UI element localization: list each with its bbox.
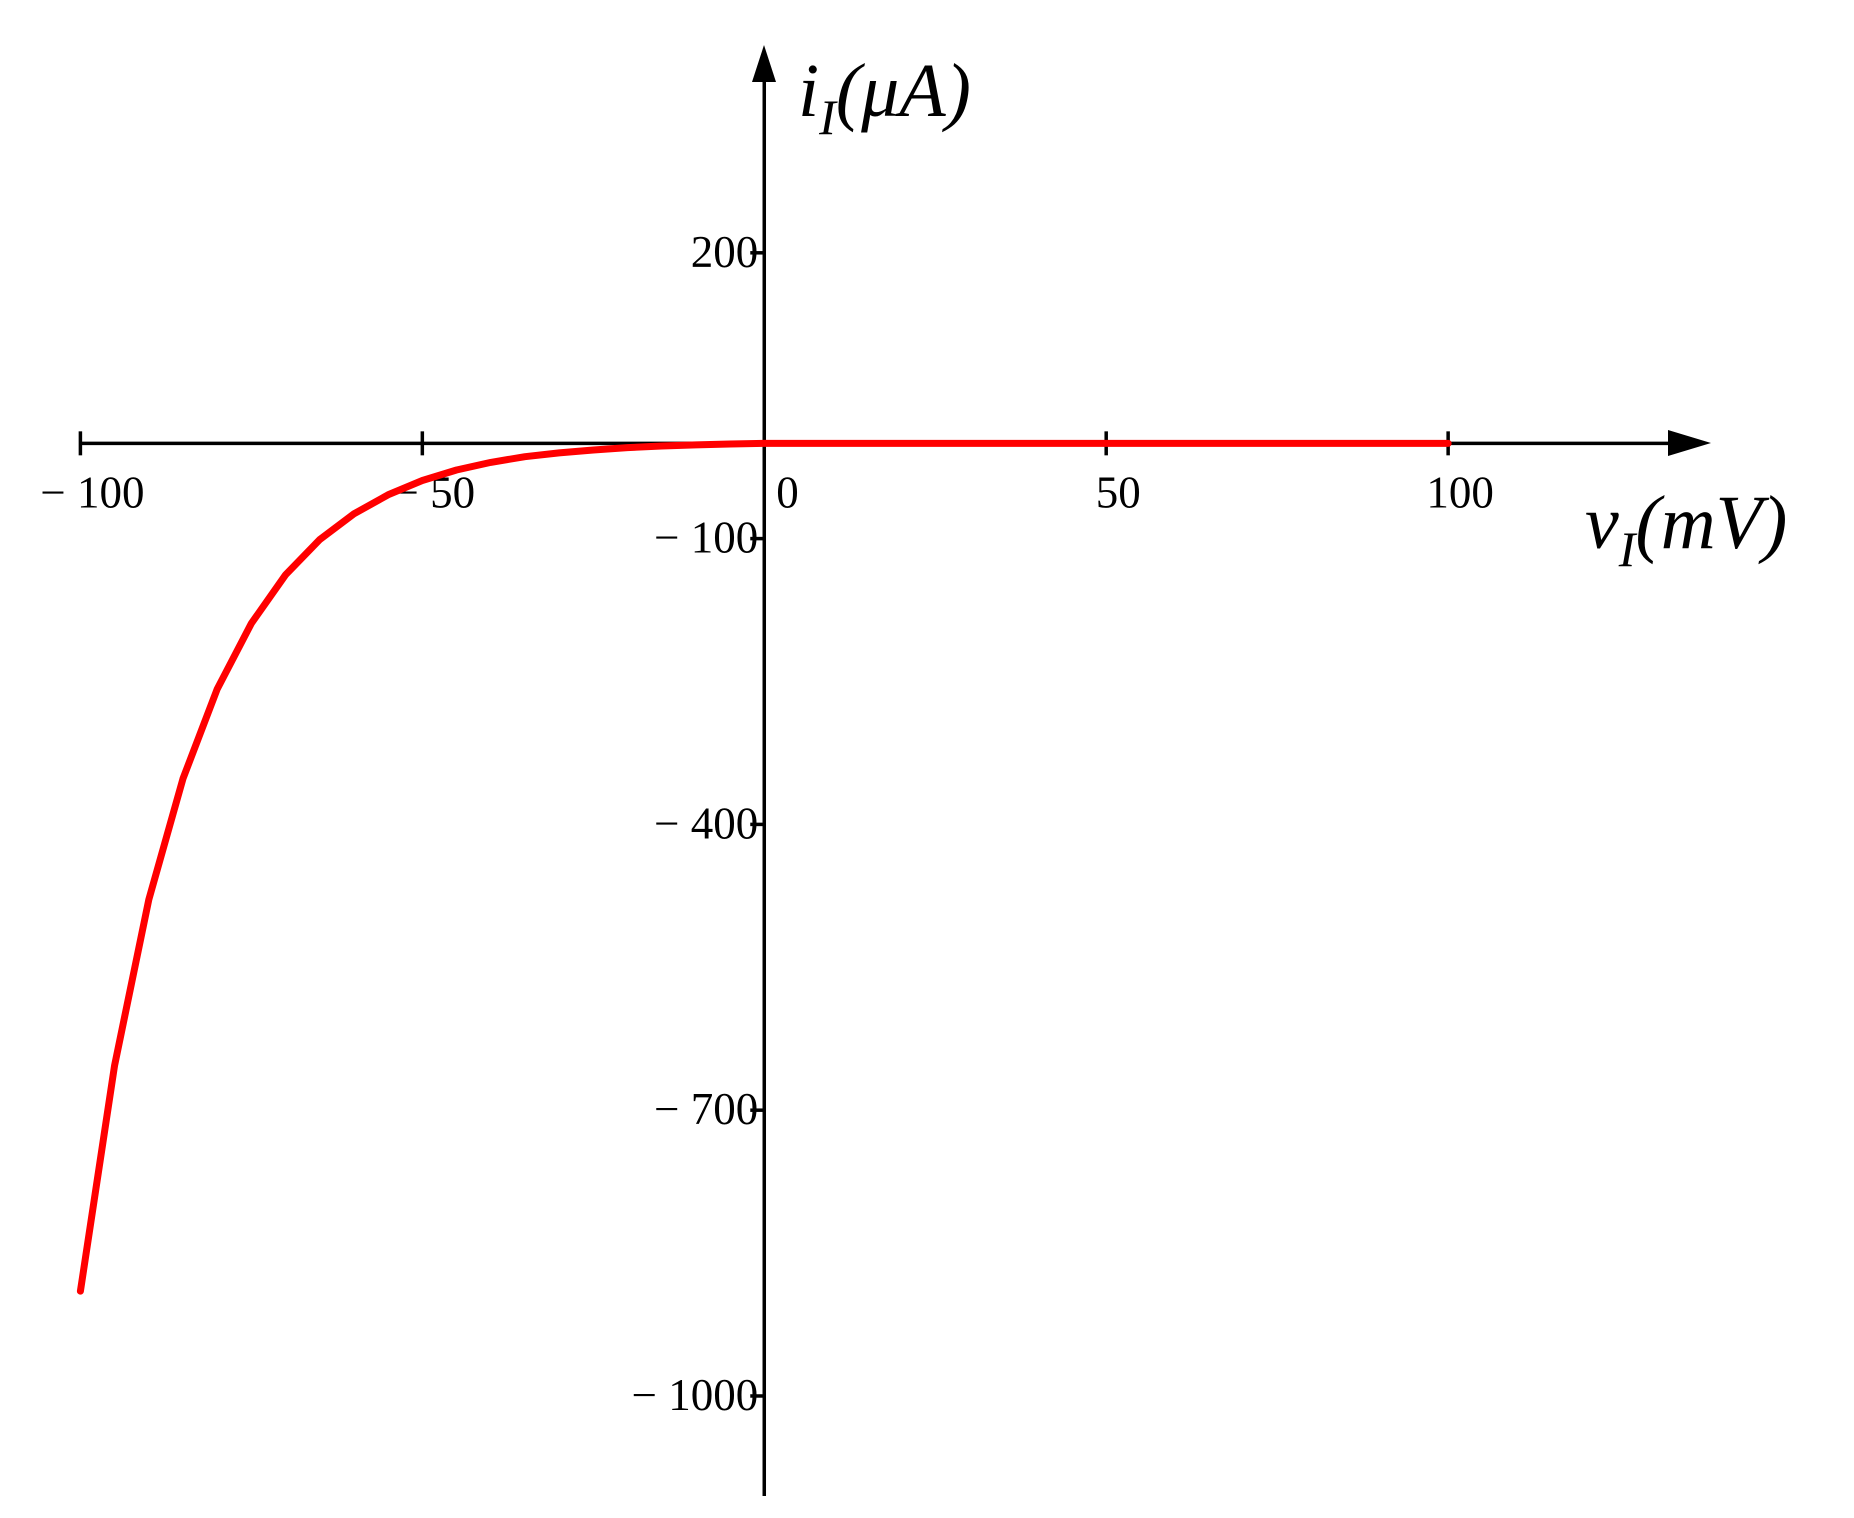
y-axis-label: iI(μA) — [798, 49, 971, 145]
x-tick-label: − 100 — [40, 467, 144, 517]
x-tick-label: 100 — [1426, 467, 1494, 517]
y-arrow — [752, 45, 776, 82]
x-tick-label: 50 — [1096, 467, 1141, 517]
y-tick-label: − 700 — [654, 1084, 758, 1134]
x-axis-label-sub: I — [1618, 521, 1638, 577]
y-axis-label-sub: I — [818, 89, 838, 145]
y-tick-label: − 1000 — [632, 1370, 759, 1420]
y-axis-label-unit: (μA) — [836, 49, 971, 133]
y-tick-label: − 400 — [654, 798, 758, 848]
x-arrow — [1668, 430, 1711, 456]
x-axis-label-main: v — [1585, 481, 1619, 565]
x-axis-label: vI(mV) — [1585, 481, 1787, 577]
x-tick-label: 0 — [776, 467, 799, 517]
data-line — [76, 439, 1452, 1295]
y-tick-label: − 100 — [654, 513, 758, 563]
y-tick-label: 200 — [691, 227, 759, 277]
y-axis-label-main: i — [798, 49, 819, 133]
x-axis-label-unit: (mV) — [1635, 481, 1787, 565]
